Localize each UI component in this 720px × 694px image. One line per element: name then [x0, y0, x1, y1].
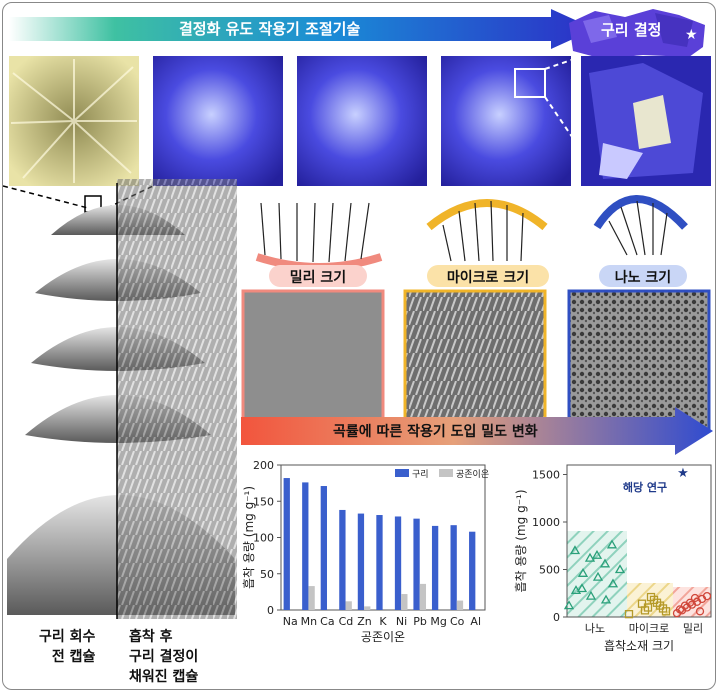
y-tick-label: 150	[253, 495, 274, 508]
point-milli	[690, 593, 700, 603]
banner-arrow	[9, 9, 595, 49]
bar-coexist-ni	[401, 594, 408, 610]
y-tick-label: 50	[260, 568, 274, 581]
capsule-after-label: 흡착 후 구리 결정이 채워진 캡슐	[129, 629, 199, 685]
x-tick-label: Al	[470, 615, 481, 628]
bar-copper-pb	[413, 518, 420, 610]
y-tick-label: 0	[267, 604, 274, 617]
bar-coexist-zn	[364, 606, 371, 610]
point-nano	[569, 545, 581, 555]
y-tick-label: 100	[253, 532, 274, 545]
plot-frame	[566, 464, 712, 618]
bar-coexist-co	[456, 600, 464, 610]
point-nano	[570, 585, 582, 595]
bar-copper-ca	[320, 486, 327, 610]
legend-label-coexist: 공존이온	[456, 469, 489, 480]
figure-artwork: ★	[3, 9, 713, 653]
y-tick-label: 1000	[532, 516, 560, 529]
x-tick-label: Mg	[430, 615, 446, 628]
x-tick-label: 나노	[585, 622, 605, 635]
point-nano	[607, 578, 619, 588]
capsule-stack	[3, 179, 237, 619]
y-tick-label: 0	[553, 611, 560, 624]
x-tick-label: Na	[283, 615, 298, 628]
point-nano	[600, 594, 612, 604]
bar-coexist-cd	[345, 601, 352, 610]
capsule-before-label: 구리 회수 전 캡슐	[39, 629, 96, 665]
x-tick-label: Cd	[339, 615, 354, 628]
y-tick-label: 200	[253, 459, 274, 472]
x-axis-title: 흡착소재 크기	[604, 639, 674, 653]
point-micro	[624, 610, 634, 619]
micro-schematic	[426, 199, 548, 262]
point-nano	[577, 567, 589, 577]
banner-title: 결정화 유도 작용기 조절기술	[179, 20, 361, 38]
x-tick-label: Pb	[413, 615, 427, 628]
sem-micro	[403, 289, 547, 433]
nano-size-label: 나노 크기	[614, 270, 672, 286]
x-tick-label: 밀리	[683, 622, 703, 635]
bar-copper-ni	[394, 516, 402, 610]
bar-copper-mn	[302, 482, 309, 610]
point-nano	[592, 571, 604, 581]
bar-copper-na	[283, 478, 290, 610]
bar-copper-cd	[339, 509, 346, 610]
density-arrow	[241, 407, 713, 455]
x-axis-title: 공존이온	[361, 630, 405, 644]
point-nano	[614, 564, 626, 574]
star-icon: ★	[677, 466, 689, 481]
bar-copper-k	[376, 515, 383, 610]
x-tick-label: Mn	[301, 615, 317, 628]
point-nano	[563, 600, 575, 610]
milli-size-label: 밀리 크기	[289, 270, 347, 286]
legend-label-copper: 구리	[412, 469, 429, 480]
y-tick-label: 1500	[532, 469, 560, 482]
x-tick-label: Zn	[357, 615, 372, 628]
star-icon: ★	[685, 27, 698, 43]
nano-schematic	[593, 195, 688, 256]
bar-copper-zn	[357, 513, 365, 610]
legend-swatch-coexist	[439, 469, 453, 477]
milli-schematic	[255, 202, 383, 271]
crystal-badge	[569, 9, 705, 59]
point-nano	[591, 549, 603, 559]
point-milli	[702, 591, 712, 601]
crystal-label: 구리 결정	[601, 21, 662, 39]
point-nano	[599, 558, 611, 568]
point-nano	[576, 583, 588, 593]
sem-milli	[241, 289, 385, 433]
y-axis-title: 흡착 용량 (mg g⁻¹)	[242, 486, 256, 589]
point-micro	[637, 599, 647, 608]
y-axis-title: 흡착 용량 (mg g⁻¹)	[514, 489, 528, 592]
x-tick-label: K	[379, 615, 387, 628]
y-tick-label: 500	[539, 564, 560, 577]
point-nano	[584, 552, 596, 562]
legend-swatch-copper	[395, 469, 409, 477]
x-tick-label: Ca	[320, 615, 334, 628]
point-milli	[685, 598, 695, 607]
x-tick-label: Co	[450, 615, 465, 628]
point-nano	[585, 590, 597, 600]
point-micro	[646, 592, 656, 602]
point-milli	[695, 607, 705, 616]
sem-nano	[567, 289, 711, 433]
x-tick-label: Ni	[396, 615, 407, 628]
bar-coexist-pb	[419, 583, 427, 610]
density-arrow-label: 곡률에 따른 작용기 도입 밀도 변화	[333, 424, 538, 440]
this-study-label: 해당 연구	[623, 480, 667, 494]
bar-copper-al	[469, 531, 476, 610]
point-nano	[606, 539, 618, 549]
x-tick-label: 마이크로	[629, 622, 669, 635]
micro-size-label: 마이크로 크기	[446, 270, 530, 286]
bar-coexist-mn	[308, 586, 315, 610]
bar-copper-mg	[431, 525, 439, 610]
micrograph-row	[9, 55, 711, 186]
bar-copper-co	[450, 525, 457, 610]
